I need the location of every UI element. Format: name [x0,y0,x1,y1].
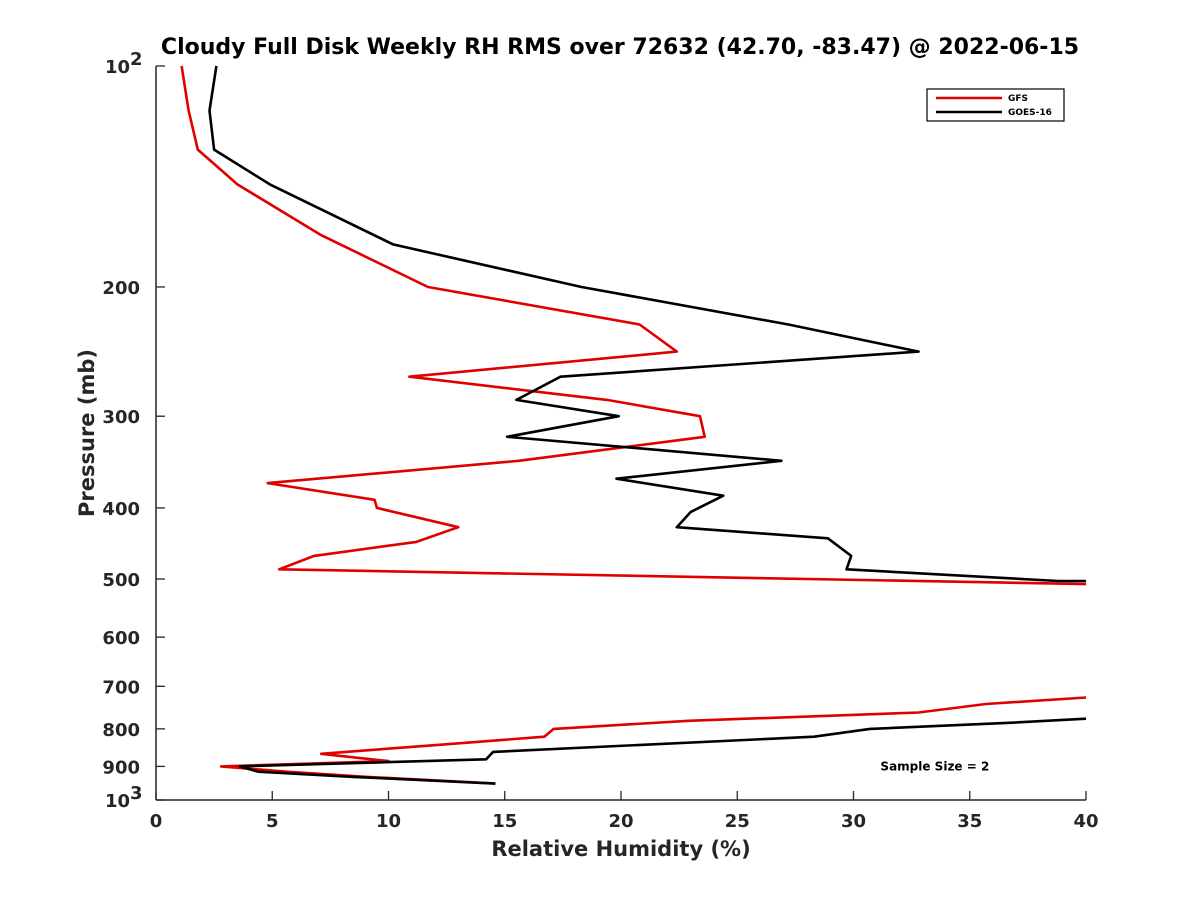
y-tick-label: 10 [105,791,130,812]
plot-area [156,66,1086,800]
x-ticks: 0 5 10 15 20 25 30 35 40 [150,791,1099,832]
legend: GFS GOES-16 [926,88,1065,122]
x-tick-label: 35 [957,811,982,832]
x-tick-label: 0 [150,811,163,832]
chart-title: Cloudy Full Disk Weekly RH RMS over 7263… [161,35,1079,60]
series-line-goes-16-segment-1 [208,65,1086,583]
series-line-goes-16-segment-2 [238,717,1087,785]
y-tick-label: 400 [102,499,140,520]
x-tick-label: 25 [725,811,750,832]
y-tick-exponent: 2 [130,49,143,70]
x-tick-label: 30 [841,811,866,832]
x-tick-label: 40 [1073,811,1098,832]
y-tick-label: 900 [102,757,140,778]
y-tick-label: 500 [102,570,140,591]
x-tick-label: 20 [608,811,633,832]
y-tick-exponent: 3 [130,783,143,804]
series-line-gfs-segment-2 [219,696,1087,785]
y-axis-label: Pressure (mb) [75,349,99,517]
y-tick-label: 700 [102,677,140,698]
x-tick-label: 15 [492,811,517,832]
y-tick-label: 600 [102,628,140,649]
y-tick-label: 200 [102,278,140,299]
x-axis-label: Relative Humidity (%) [491,837,750,861]
x-tick-label: 5 [266,811,279,832]
series-line-gfs-segment-1 [180,65,1087,586]
x-tick-label: 10 [376,811,401,832]
y-tick-label: 300 [102,407,140,428]
axes-background [156,66,1086,800]
legend-label-gfs: GFS [1008,94,1028,104]
y-tick-label: 800 [102,720,140,741]
sample-size-annotation: Sample Size = 2 [880,759,989,773]
series-layer [180,65,1087,785]
legend-label-goes-16: GOES-16 [1008,108,1052,118]
legend-box [926,88,1065,122]
annotations: Sample Size = 2 [880,759,989,773]
y-tick-label: 10 [105,57,130,78]
